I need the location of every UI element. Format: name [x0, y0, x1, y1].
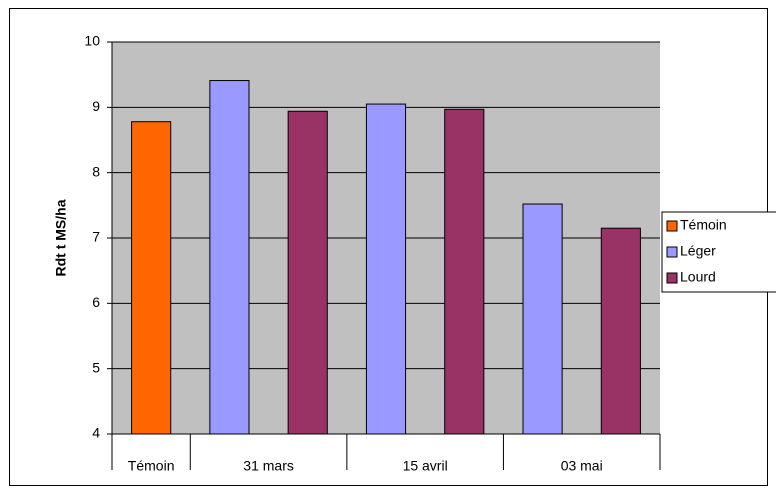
x-tick-label: Témoin — [128, 458, 175, 474]
y-tick-label: 6 — [92, 294, 100, 310]
bar — [209, 80, 250, 435]
legend-label: Léger — [680, 243, 716, 259]
x-tick-label: 15 avril — [403, 458, 448, 474]
bar — [444, 108, 485, 435]
legend-swatch — [666, 220, 678, 232]
legend-box — [661, 211, 776, 293]
x-tick-label: 03 mai — [561, 458, 603, 474]
y-tick-label: 7 — [92, 229, 100, 245]
legend-swatch — [666, 272, 678, 284]
legend-label: Lourd — [680, 269, 716, 285]
y-tick-label: 5 — [92, 359, 100, 375]
bar — [365, 103, 407, 435]
legend-swatch — [666, 246, 678, 258]
bar — [287, 110, 328, 435]
bar — [522, 203, 563, 435]
y-axis-label: Rdt t MS/ha — [53, 199, 69, 276]
y-tick-label: 9 — [92, 98, 100, 114]
legend-label: Témoin — [680, 217, 727, 233]
bar — [131, 121, 172, 435]
x-tick-label: 31 mars — [243, 458, 294, 474]
bar — [600, 227, 641, 435]
y-tick-label: 10 — [84, 33, 100, 49]
y-tick-label: 4 — [92, 425, 100, 441]
y-tick-label: 8 — [92, 163, 100, 179]
